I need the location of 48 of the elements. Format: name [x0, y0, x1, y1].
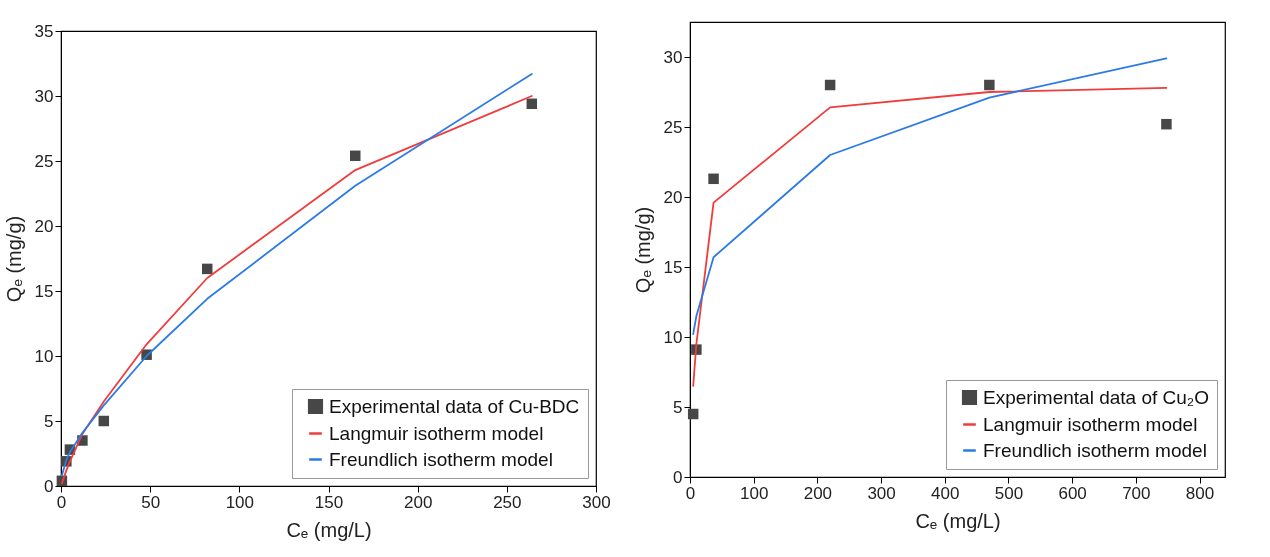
y-tick-label: 20: [34, 216, 54, 236]
legend-label: Experimental data of Cu-BDC: [329, 395, 580, 417]
legend-label: Langmuir isotherm model: [983, 413, 1198, 435]
point: [687, 408, 699, 420]
point: [708, 173, 719, 185]
x-tick-label: 150: [314, 492, 344, 512]
point: [824, 79, 836, 91]
point: [350, 150, 361, 162]
x-axis-title: Cₑ (mg/L): [286, 518, 372, 541]
y-tick-label: 35: [34, 21, 54, 41]
y-tick-label: 5: [673, 397, 683, 417]
y-tick-label: 5: [44, 411, 54, 431]
x-axis-title: Cₑ (mg/L): [915, 509, 1001, 532]
y-tick-label: 10: [34, 346, 54, 366]
y-tick-label: 10: [663, 327, 683, 347]
x-tick-label: 700: [1122, 483, 1151, 503]
y-axis-title: Qₑ (mg/g): [631, 206, 654, 294]
y-tick-label: 0: [673, 467, 683, 487]
point: [98, 415, 110, 427]
x-tick-label: 300: [867, 483, 896, 503]
line-series: [692, 57, 1168, 336]
y-tick-label: 20: [663, 187, 683, 207]
y-tick-label: 30: [663, 47, 683, 67]
point: [984, 79, 995, 91]
point: [1161, 118, 1172, 130]
y-tick-label: 30: [34, 86, 54, 106]
y-tick-label: 15: [663, 257, 683, 277]
x-tick-label: 50: [141, 492, 161, 512]
point: [526, 98, 538, 110]
x-tick-label: 250: [493, 492, 522, 512]
point: [201, 263, 213, 275]
x-tick-label: 100: [225, 492, 255, 512]
x-tick-label: 200: [403, 492, 433, 512]
legend-label: Langmuir isotherm model: [329, 422, 544, 444]
y-tick-label: 15: [34, 281, 54, 301]
legend-label: Freundlich isotherm model: [329, 448, 553, 470]
y-tick-label: 25: [663, 117, 683, 137]
y-tick-label: 25: [34, 151, 54, 171]
x-tick-label: 600: [1058, 483, 1087, 503]
x-tick-label: 500: [994, 483, 1024, 503]
x-tick-label: 300: [582, 492, 611, 512]
x-tick-label: 800: [1185, 483, 1215, 503]
x-tick-label: 200: [803, 483, 833, 503]
y-axis-title: Qₑ (mg/g): [2, 215, 25, 303]
legend-label: Experimental data of Cu₂O: [983, 386, 1209, 408]
legend-label: Freundlich isotherm model: [983, 439, 1207, 461]
x-tick-label: 400: [931, 483, 960, 503]
x-tick-label: 100: [740, 483, 769, 503]
